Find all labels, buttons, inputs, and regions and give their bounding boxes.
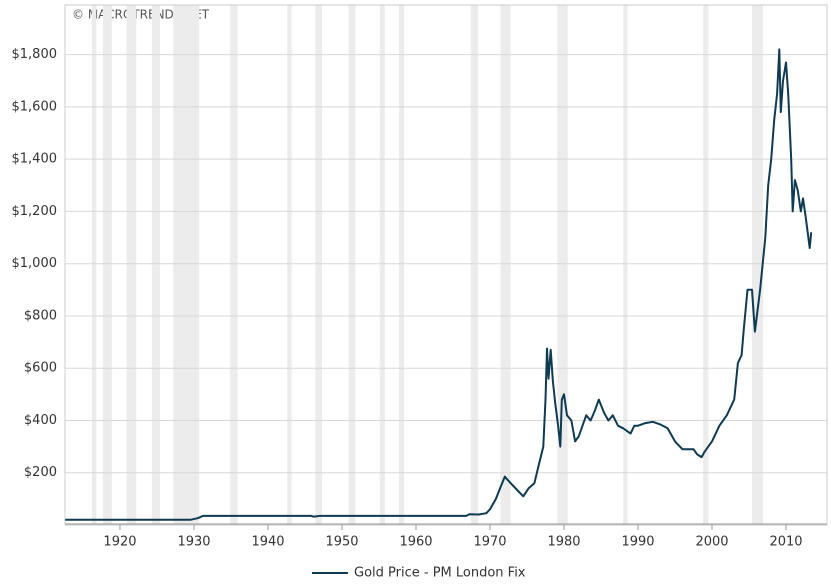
y-tick-label: $1,200 xyxy=(12,204,58,219)
shaded-period xyxy=(623,5,628,525)
y-tick-label: $1,600 xyxy=(12,99,58,114)
shaded-period xyxy=(348,5,356,525)
shaded-period xyxy=(557,5,568,525)
shaded-period xyxy=(126,5,137,525)
shaded-period xyxy=(703,5,709,525)
y-tick-label: $1,400 xyxy=(12,152,58,167)
y-tick-label: $400 xyxy=(24,413,57,428)
x-tick-label: 1930 xyxy=(177,535,210,550)
x-tick-label: 1980 xyxy=(547,535,580,550)
shaded-period xyxy=(751,5,764,525)
shaded-period xyxy=(398,5,405,525)
x-tick-label: 2010 xyxy=(769,535,802,550)
shaded-period xyxy=(470,5,479,525)
shaded-period xyxy=(287,5,292,525)
x-tick-label: 2000 xyxy=(695,535,728,550)
x-tick-label: 1940 xyxy=(251,535,284,550)
x-tick-label: 1920 xyxy=(103,535,136,550)
x-tick-label: 1950 xyxy=(325,535,358,550)
shaded-period xyxy=(230,5,238,525)
y-tick-label: $1,000 xyxy=(12,256,58,271)
shaded-period xyxy=(379,5,385,525)
shaded-period xyxy=(151,5,160,525)
shaded-period xyxy=(173,5,200,525)
legend-label: Gold Price - PM London Fix xyxy=(354,566,526,581)
shaded-period xyxy=(91,5,97,525)
x-tick-label: 1990 xyxy=(621,535,654,550)
shaded-period xyxy=(102,5,112,525)
plot-border xyxy=(64,4,828,526)
x-tick-label: 1970 xyxy=(473,535,506,550)
x-tick-label: 1960 xyxy=(399,535,432,550)
price-line xyxy=(65,48,813,521)
shaded-period xyxy=(500,5,511,525)
y-tick-label: $600 xyxy=(24,361,57,376)
y-tick-label: $200 xyxy=(24,465,57,480)
y-tick-label: $1,800 xyxy=(12,47,58,62)
shaded-period xyxy=(315,5,323,525)
y-tick-label: $800 xyxy=(24,308,57,323)
